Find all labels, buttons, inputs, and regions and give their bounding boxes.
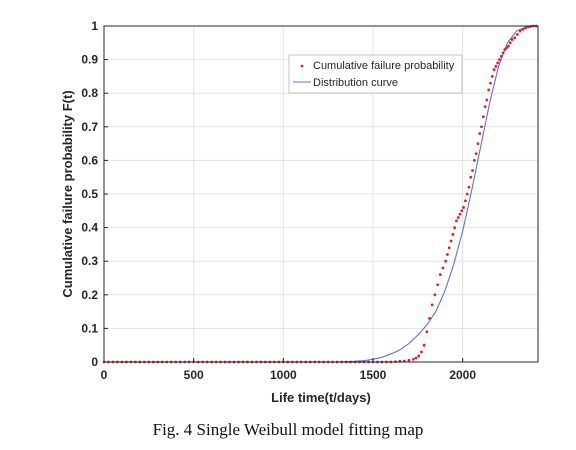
data-point: [420, 350, 423, 354]
data-point: [490, 75, 494, 78]
data-point: [458, 212, 462, 216]
data-point: [492, 68, 496, 72]
data-point: [407, 358, 411, 362]
data-point: [425, 330, 429, 334]
data-point: [487, 88, 491, 92]
legend-marker-points: [300, 64, 304, 68]
y-axis-title: Cumulative failure probability F(t): [60, 90, 75, 297]
legend-box: [288, 54, 463, 94]
figure-caption: Fig. 4 Single Weibull model fitting map: [152, 420, 424, 439]
points-layer: [102, 24, 538, 364]
x-tick-label: 2000: [449, 368, 476, 382]
data-point: [444, 259, 448, 263]
data-point: [446, 253, 449, 256]
data-point: [469, 175, 473, 179]
data-point: [476, 142, 480, 146]
data-point: [481, 115, 485, 119]
data-point: [436, 283, 439, 287]
y-tick-label: 0.5: [81, 187, 98, 201]
data-point: [428, 316, 431, 320]
data-point: [422, 343, 426, 347]
y-tick-label: 0.3: [81, 254, 98, 268]
y-tick-label: 0.1: [81, 321, 98, 335]
x-tick-label: 0: [101, 368, 108, 382]
data-point: [430, 303, 434, 307]
data-point: [489, 81, 492, 85]
data-point: [515, 33, 519, 36]
x-tick-label: 500: [184, 368, 204, 382]
data-point: [471, 169, 474, 172]
data-point: [498, 58, 501, 61]
data-point: [513, 36, 517, 40]
y-tick-label: 0.6: [81, 153, 98, 167]
x-tick-label: 1500: [360, 368, 387, 382]
data-point: [480, 125, 483, 129]
y-tick-label: 0: [91, 355, 98, 369]
data-point: [456, 216, 460, 219]
legend-label-curve: Distribution curve: [313, 77, 398, 89]
data-point: [463, 199, 467, 203]
data-point: [508, 41, 512, 45]
data-point: [467, 185, 471, 189]
data-point: [417, 354, 421, 358]
data-point: [453, 226, 457, 230]
data-point: [496, 61, 500, 65]
data-point: [501, 51, 505, 55]
data-point: [411, 357, 415, 361]
data-point: [524, 26, 527, 30]
data-point: [460, 209, 464, 213]
y-tick-label: 0.8: [81, 86, 98, 100]
data-point: [518, 29, 522, 33]
legend-label-points: Cumulative failure probability: [313, 60, 455, 72]
chart: 0 500 1000 1500 2000 0 0.1 0.2 0.3 0.4 0.5 0.6 0.7 0.…: [60, 19, 539, 405]
y-tick-label: 0.4: [81, 221, 98, 235]
data-point: [521, 27, 525, 31]
x-axis-title: Life time(t/days): [271, 390, 371, 405]
data-point: [474, 152, 478, 156]
data-point: [438, 273, 442, 277]
y-tick-label: 1: [91, 19, 98, 33]
data-point: [499, 54, 503, 58]
data-point: [433, 293, 437, 297]
data-point: [505, 46, 509, 50]
data-point: [455, 219, 458, 223]
legend-point-icon: [300, 64, 304, 68]
data-point: [485, 98, 489, 102]
data-point: [465, 192, 469, 196]
data-point: [472, 159, 476, 162]
ticks: 0 500 1000 1500 2000 0 0.1 0.2 0.3 0.4 0.5 0.6 0.7 0.…: [81, 19, 476, 382]
data-point: [451, 232, 455, 236]
data-point: [462, 206, 465, 209]
data-point: [507, 44, 510, 48]
x-tick-label: 1000: [270, 368, 297, 382]
data-point: [414, 356, 418, 360]
data-point: [449, 239, 453, 243]
data-point: [447, 246, 451, 250]
data-point: [441, 266, 445, 270]
data-point: [503, 48, 507, 51]
data-point: [478, 132, 482, 135]
y-tick-label: 0.9: [81, 53, 98, 67]
data-point: [483, 105, 487, 109]
data-point: [510, 38, 514, 41]
legend: Cumulative failure probability Distribut…: [288, 54, 463, 94]
data-point: [494, 64, 498, 68]
y-tick-label: 0.2: [81, 288, 98, 302]
y-tick-label: 0.7: [81, 120, 98, 134]
